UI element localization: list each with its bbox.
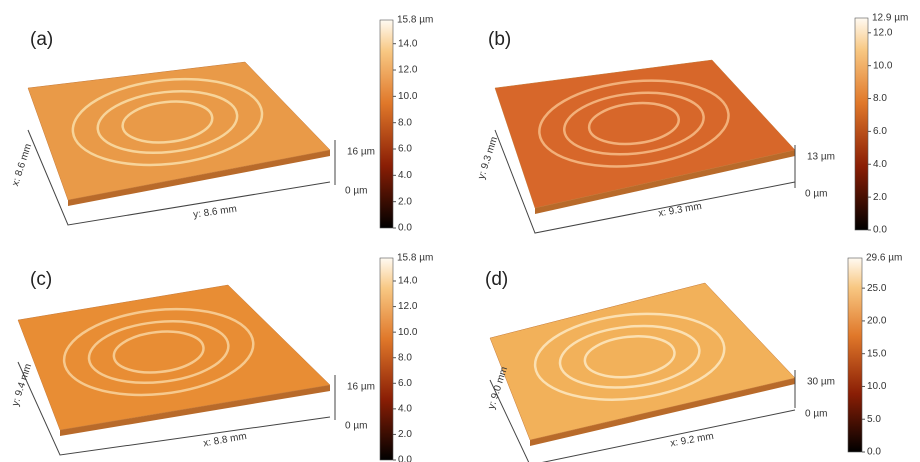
z-top-label: 30 µm [807, 377, 835, 388]
panel-label: (a) [30, 29, 53, 50]
panel-label: (c) [30, 269, 52, 290]
ring [71, 77, 264, 167]
colorbar [854, 17, 869, 231]
panel: (d) 30 µm 0 µm y: 9.0 mm x: 9.2 mm 29.6 µm 25.… [485, 253, 902, 462]
colorbar-tick-label: 10.0 [398, 91, 418, 102]
colorbar-tick-label: 10.0 [398, 327, 418, 338]
colorbar-tick-label: 6.0 [398, 144, 412, 155]
z-top-label: 13 µm [807, 152, 835, 163]
colorbar-tick-label: 14.0 [398, 276, 418, 287]
z-top-label: 16 µm [347, 382, 375, 393]
colorbar-tick-label: 10.0 [873, 60, 893, 71]
colorbar-tick-label: 8.0 [398, 117, 412, 128]
surface-side [68, 150, 330, 206]
base-frame [489, 379, 796, 462]
bottom-axis-label: x: 9.3 mm [657, 201, 702, 219]
colorbar-tick-label: 6.0 [873, 126, 887, 137]
z-bottom-label: 0 µm [805, 409, 827, 420]
base-frame [27, 129, 331, 226]
colorbar-tick-label: 2.0 [398, 196, 412, 207]
colorbar-tick-label: 0.0 [398, 223, 412, 234]
surface-side [535, 150, 795, 214]
panel: (b) 13 µm 0 µm y: 9.3 mm x: 9.3 mm 12.9 µm 12.… [476, 13, 908, 236]
ring [538, 79, 730, 168]
z-bottom-label: 0 µm [345, 421, 367, 432]
colorbar-tick-label: 10.0 [867, 381, 887, 392]
colorbar-tick-label: 0.0 [873, 225, 887, 236]
bottom-axis-label: y: 8.6 mm [193, 204, 238, 221]
colorbar-tick-label: 4.0 [398, 170, 412, 181]
ring [583, 335, 676, 379]
colorbar-tick-label: 4.0 [873, 159, 887, 170]
ring [121, 100, 214, 144]
bottom-axis-label: x: 9.2 mm [669, 431, 714, 449]
left-axis-label: y: 9.3 mm [476, 135, 500, 180]
colorbar-tick-label: 2.0 [873, 192, 887, 203]
surface [17, 284, 331, 431]
left-axis-label: y: 9.4 mm [10, 362, 34, 407]
colorbar-tick-label: 4.0 [398, 404, 412, 415]
colorbar [379, 257, 394, 461]
colorbar-tick-label: 12.0 [398, 65, 418, 76]
z-bottom-label: 0 µm [805, 189, 827, 200]
colorbar-tick-label: 2.0 [398, 429, 412, 440]
panel: (a) 16 µm 0 µm x: 8.6 mm y: 8.6 mm 15.8 µm 14.… [10, 15, 433, 234]
left-axis-label: x: 8.6 mm [10, 142, 34, 187]
ring [112, 330, 205, 374]
left-axis-label: y: 9.0 mm [486, 365, 510, 410]
colorbar-max-label: 15.8 µm [397, 253, 433, 264]
colorbar-tick-label: 8.0 [398, 352, 412, 363]
panel-label: (d) [485, 269, 508, 290]
colorbar-tick-label: 14.0 [398, 38, 418, 49]
colorbar-max-label: 12.9 µm [872, 13, 908, 24]
colorbar-tick-label: 15.0 [867, 348, 887, 359]
colorbar-max-label: 29.6 µm [866, 253, 902, 264]
z-top-label: 16 µm [347, 147, 375, 158]
surface-side [530, 378, 795, 446]
colorbar-tick-label: 6.0 [398, 378, 412, 389]
colorbar-tick-label: 0.0 [867, 447, 881, 458]
ring [562, 91, 705, 156]
z-bottom-label: 0 µm [345, 186, 367, 197]
colorbar-max-label: 15.8 µm [397, 15, 433, 26]
colorbar-tick-label: 12.0 [398, 301, 418, 312]
panel-label: (b) [488, 29, 511, 50]
surface-side [60, 385, 330, 436]
ring [87, 320, 230, 384]
colorbar-tick-label: 5.0 [867, 414, 881, 425]
ring [587, 101, 680, 146]
colorbar-tick-label: 8.0 [873, 93, 887, 104]
ring [96, 90, 239, 154]
ring [558, 324, 701, 389]
colorbar-tick-label: 12.0 [873, 27, 893, 38]
colorbar-tick-label: 20.0 [867, 316, 887, 327]
colorbar-tick-label: 25.0 [867, 283, 887, 294]
ring [533, 312, 726, 401]
base-frame [494, 129, 796, 234]
base-frame [17, 361, 331, 456]
colorbar [379, 19, 394, 229]
ring [62, 307, 255, 397]
colorbar [847, 257, 863, 453]
colorbar-tick-label: 0.0 [398, 455, 412, 462]
